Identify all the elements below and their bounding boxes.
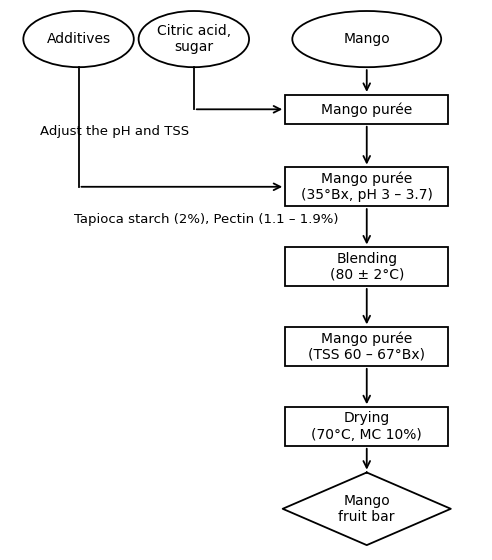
Text: Mango purée
(35°Bx, pH 3 – 3.7): Mango purée (35°Bx, pH 3 – 3.7) xyxy=(301,171,432,202)
Text: Mango
fruit bar: Mango fruit bar xyxy=(338,494,395,524)
Text: Adjust the pH and TSS: Adjust the pH and TSS xyxy=(40,124,189,138)
Text: Tapioca starch (2%), Pectin (1.1 – 1.9%): Tapioca starch (2%), Pectin (1.1 – 1.9%) xyxy=(74,213,338,226)
Text: Mango purée: Mango purée xyxy=(321,102,412,116)
Text: Citric acid,
sugar: Citric acid, sugar xyxy=(157,24,231,54)
Text: Additives: Additives xyxy=(47,32,111,46)
Text: Mango: Mango xyxy=(343,32,390,46)
Text: Mango purée
(TSS 60 – 67°Bx): Mango purée (TSS 60 – 67°Bx) xyxy=(308,331,425,362)
Text: Drying
(70°C, MC 10%): Drying (70°C, MC 10%) xyxy=(311,412,422,442)
Text: Blending
(80 ± 2°C): Blending (80 ± 2°C) xyxy=(330,251,404,282)
